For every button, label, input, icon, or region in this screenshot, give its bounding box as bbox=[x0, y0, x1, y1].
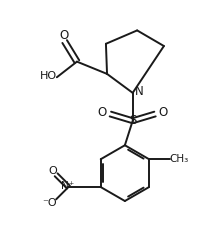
Text: N⁺: N⁺ bbox=[61, 181, 74, 191]
Text: O: O bbox=[97, 106, 107, 119]
Text: N: N bbox=[134, 85, 143, 98]
Text: O: O bbox=[48, 166, 57, 176]
Text: O: O bbox=[59, 29, 68, 42]
Text: CH₃: CH₃ bbox=[169, 154, 188, 164]
Text: ⁻O: ⁻O bbox=[43, 198, 57, 208]
Text: HO: HO bbox=[40, 71, 57, 81]
Text: S: S bbox=[130, 114, 137, 127]
Text: O: O bbox=[159, 106, 168, 119]
